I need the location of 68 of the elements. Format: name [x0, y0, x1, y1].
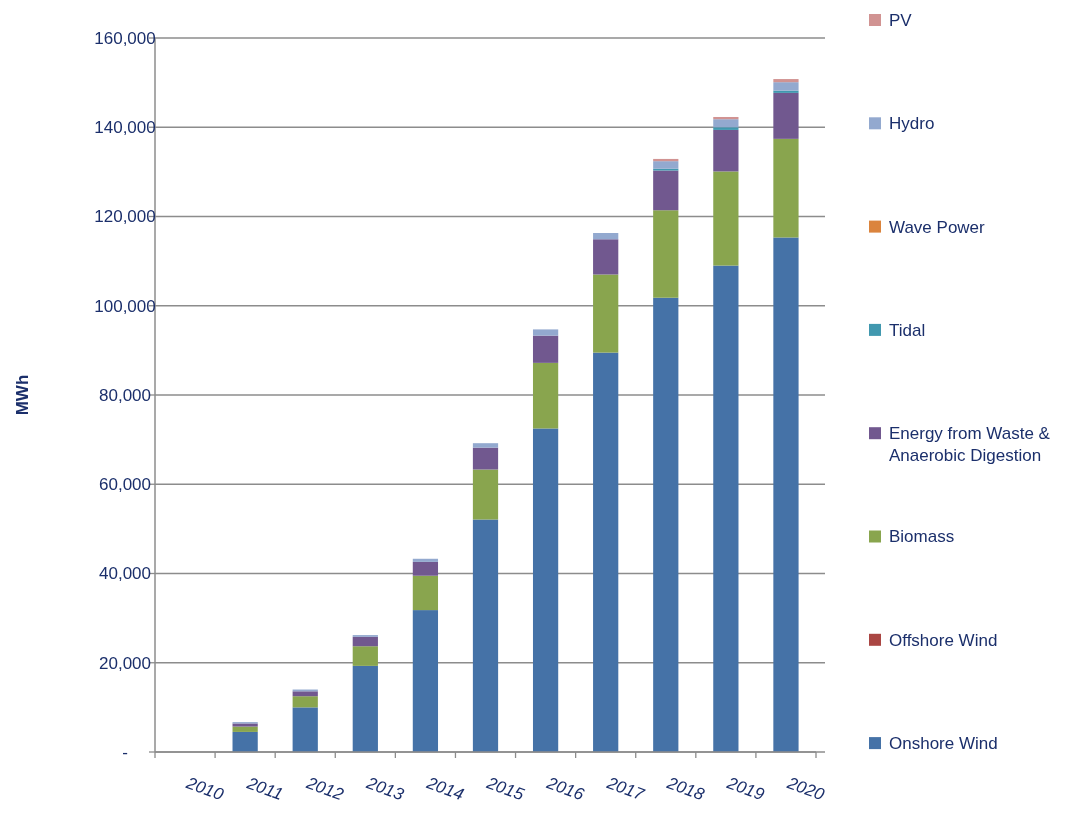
x-tick-label: 2011 — [243, 773, 286, 805]
bar — [773, 82, 799, 91]
bar — [532, 329, 559, 336]
bar — [713, 265, 739, 752]
legend-label: Tidal — [889, 320, 926, 340]
bar — [232, 726, 258, 732]
y-tick-label: 160,000 — [94, 28, 156, 48]
bar — [773, 90, 799, 93]
bar — [472, 469, 499, 520]
legend-label: Biomass — [889, 527, 955, 547]
x-tick-label: 2017 — [603, 773, 648, 805]
legend-label: Energy from Waste & Anaerobic Digestion — [889, 424, 1051, 466]
bar — [352, 646, 378, 666]
x-tick-label: 2013 — [363, 773, 407, 805]
bar — [532, 428, 559, 752]
bar — [653, 170, 679, 211]
bar — [412, 575, 439, 611]
bar — [412, 561, 439, 576]
bar — [232, 731, 258, 752]
bar — [352, 665, 378, 752]
bar — [532, 335, 559, 363]
bar — [472, 519, 499, 752]
legend-label: Hydro — [889, 114, 935, 134]
bar — [472, 443, 499, 448]
bar — [292, 707, 318, 752]
bar — [593, 274, 619, 353]
x-tick-label: 2015 — [483, 773, 527, 805]
x-tick-label: 2020 — [783, 773, 828, 805]
bar — [713, 171, 739, 266]
bar — [412, 610, 439, 752]
bar — [713, 129, 739, 172]
y-tick-label: - — [122, 742, 128, 762]
legend-label: PV — [889, 10, 913, 30]
y-tick-label: 40,000 — [99, 564, 151, 584]
bar — [653, 210, 679, 298]
y-tick-label: 20,000 — [99, 653, 151, 673]
bar — [773, 237, 799, 752]
bar — [292, 696, 318, 708]
y-axis-title: MWh — [13, 374, 32, 416]
x-tick-label: 2019 — [723, 773, 768, 805]
bar — [653, 297, 679, 752]
y-tick-label: 100,000 — [94, 296, 156, 316]
x-tick-label: 2014 — [423, 773, 467, 805]
bar — [713, 127, 739, 130]
bar — [773, 79, 799, 83]
x-tick-label: 2010 — [182, 773, 227, 805]
legend-label: Offshore Wind — [889, 630, 998, 650]
bar — [292, 691, 318, 697]
bar — [593, 239, 619, 275]
bar — [713, 119, 739, 128]
x-tick-label: 2012 — [303, 773, 347, 805]
y-tick-label: 120,000 — [94, 207, 156, 227]
bar — [532, 362, 559, 429]
legend-label: Onshore Wind — [889, 734, 998, 754]
x-tick-label: 2016 — [543, 773, 587, 805]
bar — [773, 92, 799, 139]
y-tick-label: 140,000 — [94, 118, 156, 138]
bar — [593, 352, 619, 752]
bar — [352, 636, 378, 647]
bar — [593, 233, 619, 240]
legend-label: Wave Power — [889, 217, 986, 237]
y-tick-label: 80,000 — [99, 385, 151, 405]
bar — [773, 138, 799, 238]
bar — [412, 558, 439, 562]
bar — [472, 447, 499, 470]
x-tick-label: 2018 — [663, 773, 708, 805]
y-tick-label: 60,000 — [99, 475, 151, 495]
bar — [653, 161, 679, 169]
